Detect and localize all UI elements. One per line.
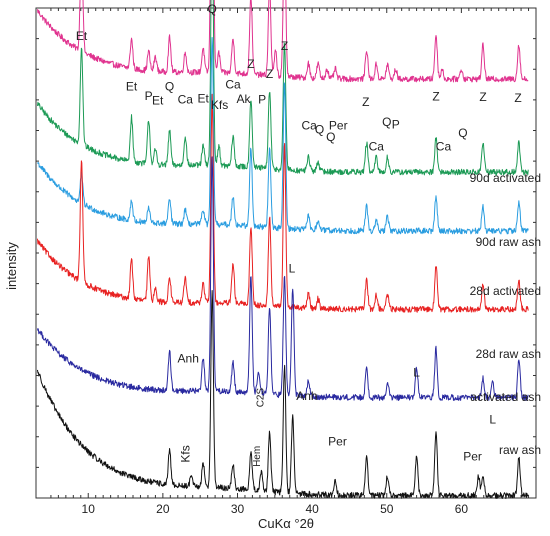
series-line-90d-raw-ash	[36, 0, 529, 176]
peak-label: Anh	[178, 351, 199, 365]
series-label: 90d activated	[470, 171, 541, 185]
series-line-90d-activated	[36, 0, 529, 83]
peak-label: L	[413, 365, 420, 379]
series-line-28d-raw-ash	[36, 93, 529, 313]
peak-label: Q	[165, 79, 174, 93]
peak-label: Q	[382, 115, 391, 129]
x-tick-label: 40	[305, 502, 319, 516]
series-label: raw ash	[499, 443, 541, 457]
peak-label: Q	[326, 130, 335, 144]
peak-label: L	[489, 413, 496, 427]
x-axis-title: CuKα °2θ	[258, 516, 314, 531]
peak-label: P	[258, 93, 266, 107]
series-line-28d-activated	[37, 37, 529, 235]
peak-label: Per	[329, 119, 348, 133]
peak-label: Et	[76, 29, 88, 43]
x-tick-label: 10	[82, 502, 96, 516]
x-tick-label: 20	[156, 502, 170, 516]
peak-label: Kfs	[179, 445, 193, 462]
series-line-activated-ash	[37, 156, 529, 401]
series-label: 28d activated	[470, 284, 541, 298]
x-tick-label: 50	[380, 502, 394, 516]
peak-label: Hem	[252, 446, 263, 467]
peak-label: Ca	[369, 140, 385, 154]
x-tick-label: 30	[231, 502, 245, 516]
peak-label: Z	[266, 67, 273, 81]
peak-label: Per	[328, 435, 347, 449]
peak-label: Ca	[178, 93, 194, 107]
peak-label: Z	[432, 90, 439, 104]
series-layer	[36, 0, 529, 499]
peak-label: P	[145, 89, 153, 103]
series-label: 28d raw ash	[476, 347, 541, 361]
x-axis-ticks: 10 20 30 40 50 60	[36, 8, 537, 516]
peak-label: Ca	[301, 119, 317, 133]
peak-label: Q	[458, 126, 467, 140]
peak-label: Z	[514, 91, 521, 105]
peak-label: Z	[247, 57, 254, 71]
peak-label: Per	[463, 449, 482, 463]
peak-label: Z	[362, 95, 369, 109]
series-label: 90d raw ash	[476, 235, 541, 249]
series-line-raw-ash	[36, 290, 529, 499]
peak-label: Z	[479, 90, 486, 104]
peak-label: Et	[197, 92, 209, 106]
series-labels: 90d activated 90d raw ash 28d activated 28d…	[470, 171, 541, 457]
peak-label: Ak	[236, 92, 251, 106]
peak-label: Q	[207, 2, 216, 16]
peak-label: Ca	[436, 140, 452, 154]
y-axis-title: intensity	[4, 242, 19, 290]
peak-label: L	[289, 262, 296, 276]
peak-label: P	[392, 118, 400, 132]
peak-label: Z	[281, 39, 288, 53]
peak-label: Kfs	[211, 98, 228, 112]
series-label: activated ash	[470, 390, 541, 404]
peak-label: C2S	[256, 387, 267, 407]
peak-label: Ca	[225, 77, 241, 91]
x-tick-label: 60	[455, 502, 469, 516]
peak-label: Et	[152, 94, 164, 108]
peak-label: Q	[315, 122, 324, 136]
peak-label: Et	[126, 79, 138, 93]
peak-label: Anh	[296, 389, 317, 403]
